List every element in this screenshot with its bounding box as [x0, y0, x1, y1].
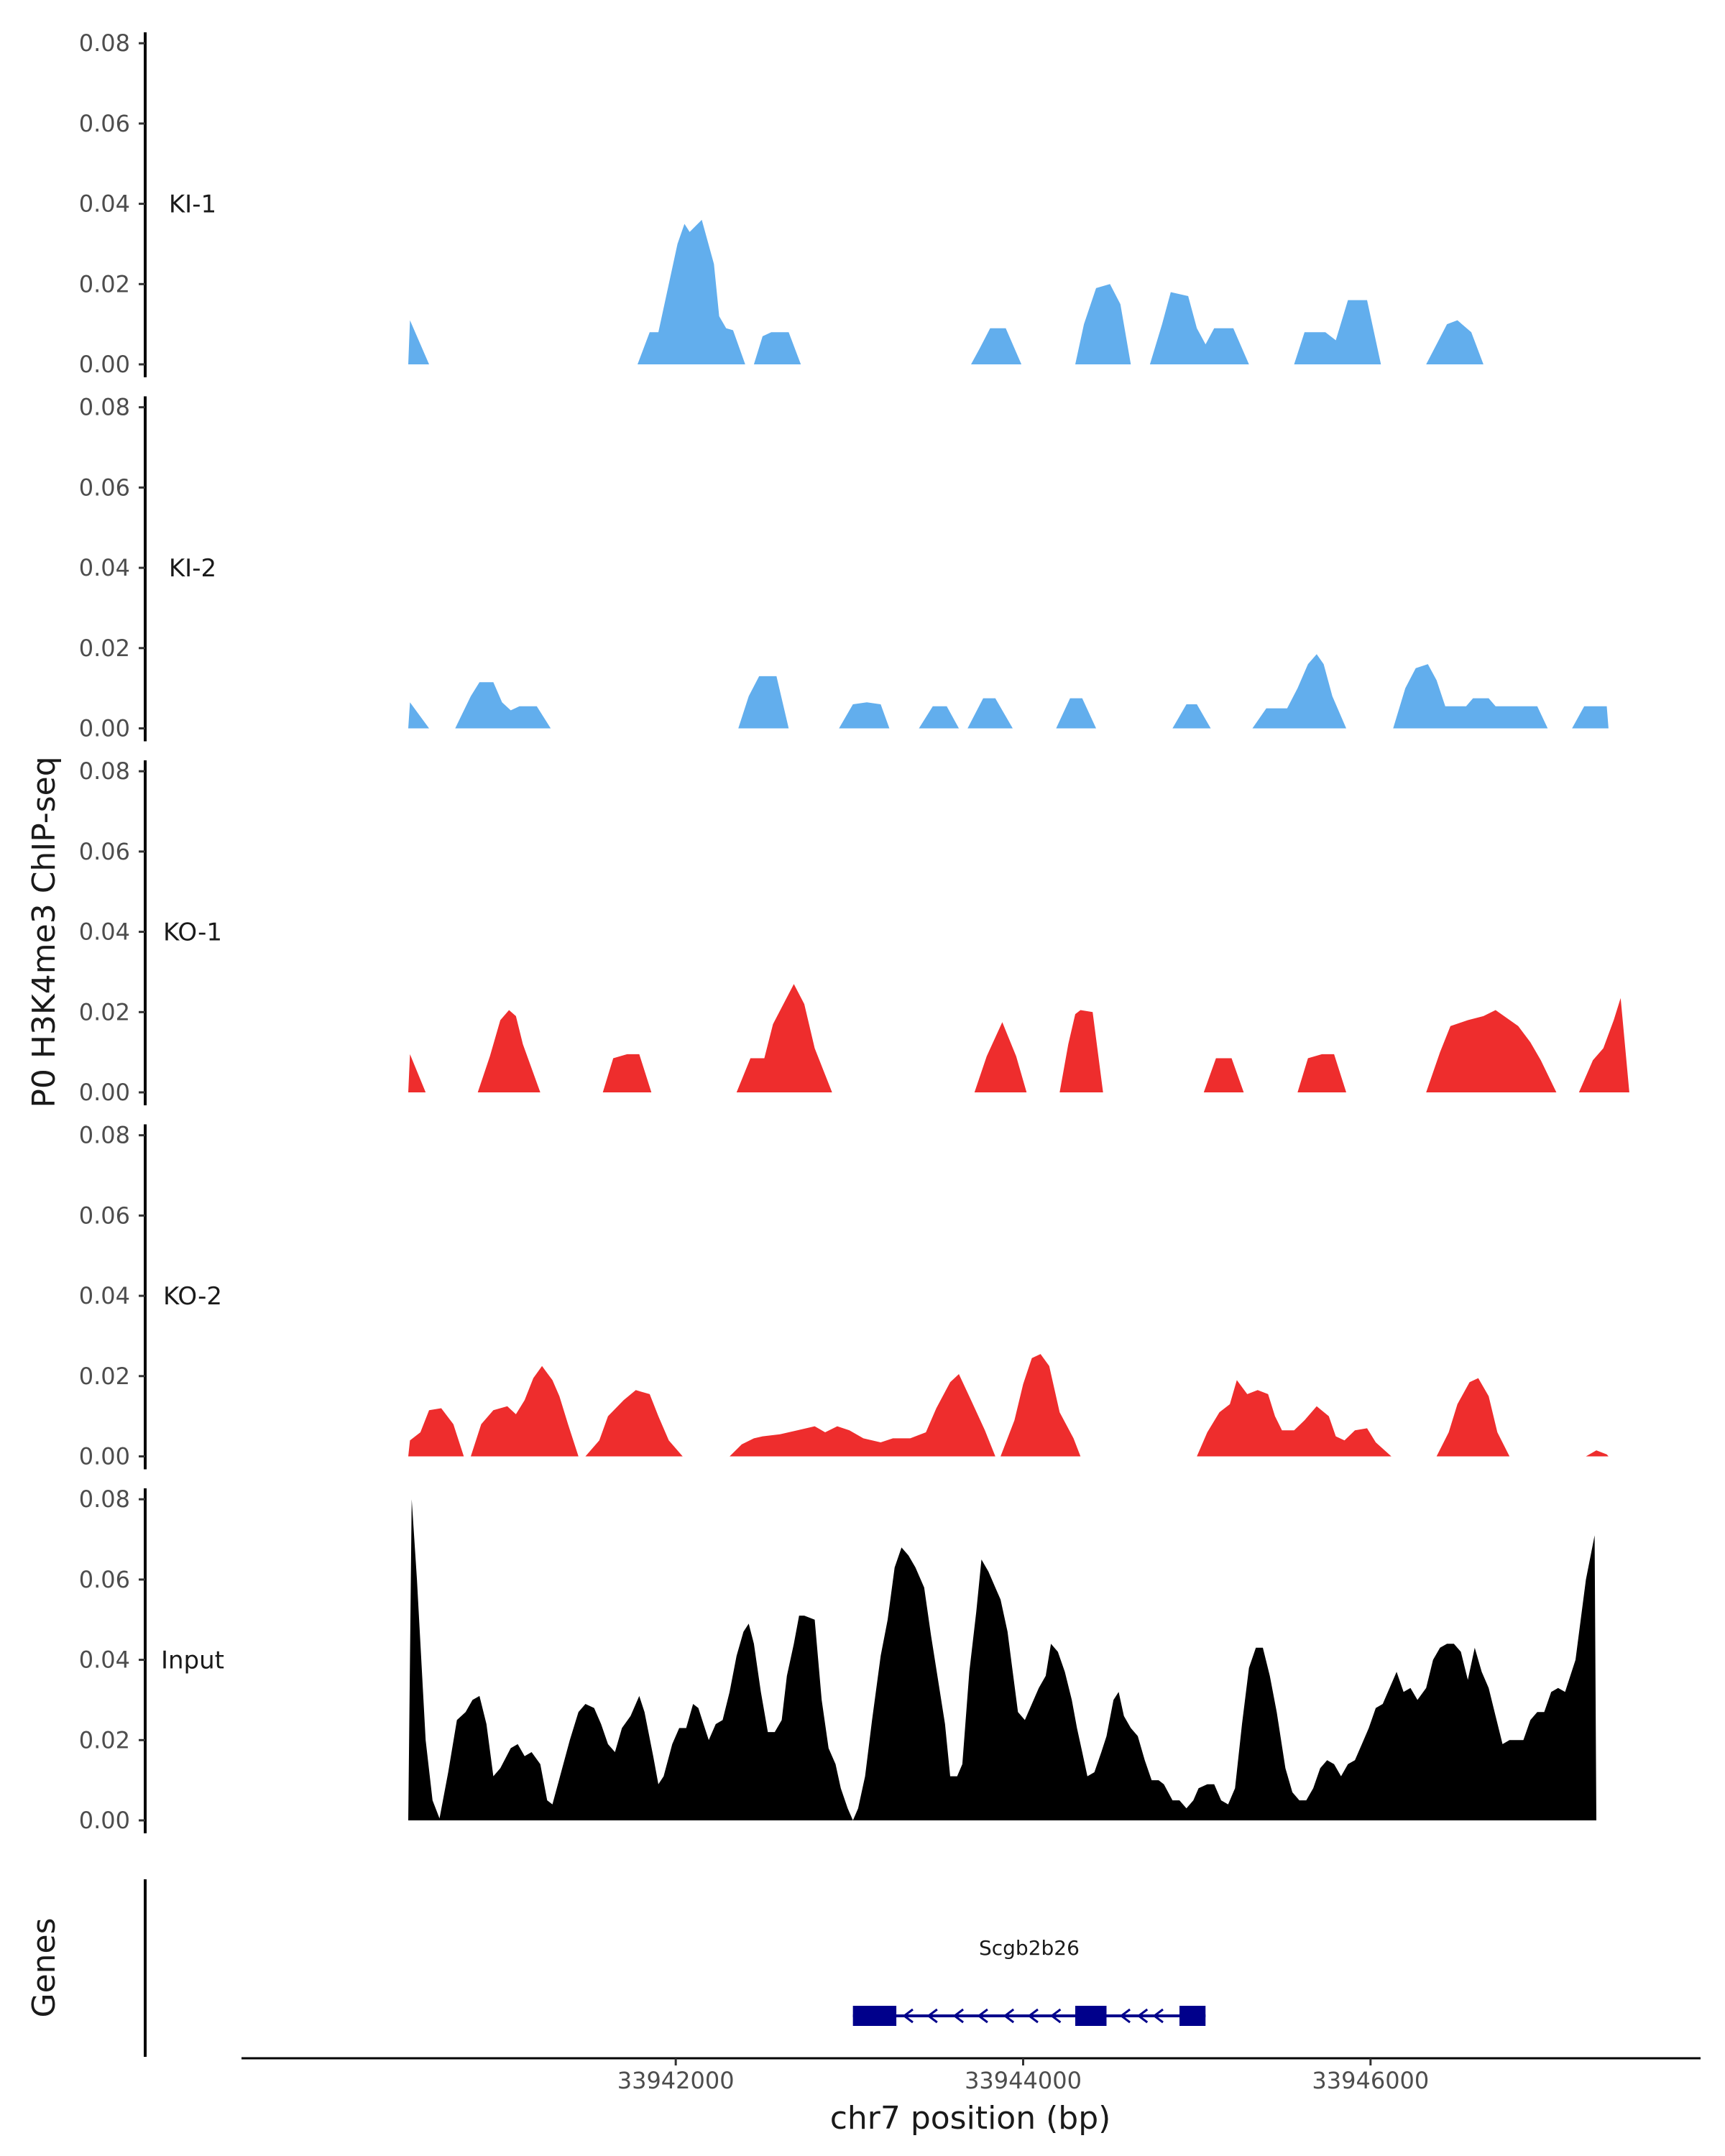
coverage-area-input [408, 1499, 1596, 1820]
strand-arrow [1152, 2008, 1164, 2024]
coverage-tracks: 0.00 0.02 0.04 0.06 0.08 KI-1 0.00 0.02 0.04 0.06… [79, 29, 1629, 1834]
y-tick-label: 0.08 [79, 1485, 130, 1513]
strand-arrow [977, 2008, 988, 2024]
track-label: KI-1 [169, 190, 216, 219]
strand-arrow [1049, 2008, 1062, 2024]
y-tick-label: 0.00 [79, 1807, 130, 1834]
track-label: KI-2 [169, 554, 216, 583]
y-axis-title: P0 H3K4me3 ChIP-seq [26, 756, 63, 1107]
track-input: 0.00 0.02 0.04 0.06 0.08 Input [79, 1485, 1596, 1834]
genes-axis-title: Genes [26, 1917, 63, 2017]
strand-arrow [902, 2008, 914, 2024]
gene-exon [852, 2006, 897, 2026]
y-tick-label: 0.02 [79, 635, 130, 662]
y-tick-label: 0.04 [79, 1282, 130, 1309]
y-tick-label: 0.08 [79, 29, 130, 57]
y-tick-label: 0.06 [79, 1202, 130, 1229]
y-tick-label: 0.00 [79, 1443, 130, 1470]
x-axis-title: chr7 position (bp) [830, 2100, 1111, 2137]
strand-arrow [926, 2008, 938, 2024]
track-ko-2: 0.00 0.02 0.04 0.06 0.08 KO-2 [79, 1122, 1609, 1470]
x-tick-label: 33944000 [965, 2067, 1082, 2094]
y-tick-label: 0.06 [79, 838, 130, 865]
y-tick-label: 0.02 [79, 270, 130, 298]
track-label: KO-1 [163, 918, 222, 947]
track-label: KO-2 [163, 1282, 222, 1311]
strand-arrow [1003, 2008, 1015, 2024]
y-tick-label: 0.08 [79, 757, 130, 785]
gene-label: Scgb2b26 [979, 1936, 1080, 1960]
y-tick-label: 0.06 [79, 1566, 130, 1593]
coverage-area-ki-1 [408, 219, 1484, 364]
y-tick-label: 0.00 [79, 1079, 130, 1106]
strand-arrow [1119, 2008, 1131, 2024]
y-tick-label: 0.00 [79, 351, 130, 378]
coverage-area-ki-2 [408, 654, 1609, 729]
strand-arrow [1027, 2008, 1039, 2024]
track-ki-1: 0.00 0.02 0.04 0.06 0.08 KI-1 [79, 29, 1484, 378]
y-tick-label: 0.04 [79, 1646, 130, 1674]
y-tick-label: 0.06 [79, 474, 130, 501]
coverage-area-ko-2 [408, 1354, 1609, 1457]
gene-exon [1075, 2006, 1107, 2026]
y-tick-label: 0.08 [79, 394, 130, 421]
x-tick-label: 33942000 [617, 2067, 735, 2094]
gene-track: Scgb2b26 [852, 1936, 1206, 2026]
x-axis-ticks: 33942000 33944000 33946000 [617, 2058, 1429, 2094]
y-tick-label: 0.02 [79, 1726, 130, 1754]
y-tick-label: 0.02 [79, 1363, 130, 1390]
y-tick-label: 0.04 [79, 554, 130, 581]
y-tick-label: 0.02 [79, 998, 130, 1026]
y-tick-label: 0.06 [79, 110, 130, 137]
track-ki-2: 0.00 0.02 0.04 0.06 0.08 KI-2 [79, 394, 1609, 742]
y-tick-label: 0.00 [79, 715, 130, 742]
track-ko-1: 0.00 0.02 0.04 0.06 0.08 KO-1 [79, 757, 1629, 1106]
track-label: Input [161, 1646, 224, 1675]
x-tick-label: 33946000 [1312, 2067, 1429, 2094]
y-tick-label: 0.08 [79, 1122, 130, 1149]
x-axis: 33942000 33944000 33946000 chr7 position (… [242, 2057, 1701, 2137]
y-tick-label: 0.04 [79, 190, 130, 218]
y-tick-label: 0.04 [79, 918, 130, 946]
coverage-area-ko-1 [408, 984, 1629, 1092]
strand-arrow [1136, 2008, 1149, 2024]
strand-arrow [952, 2008, 964, 2024]
genes-panel: Genes Scgb2b26 [26, 1879, 1206, 2057]
gene-exon [1179, 2006, 1206, 2026]
